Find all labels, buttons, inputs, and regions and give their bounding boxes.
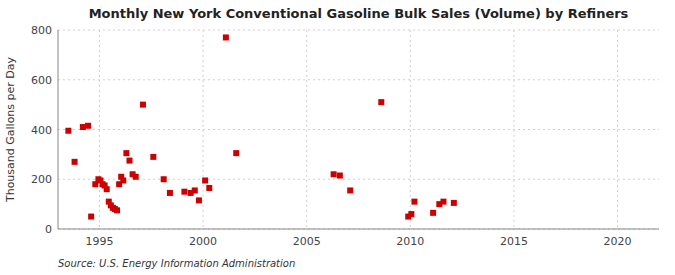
point <box>430 210 436 216</box>
point <box>88 214 94 220</box>
x-tick-label: 2000 <box>189 235 217 248</box>
chart: 0 200 400 600 800 1995 2000 2005 2010 2015 2020 Mon… <box>0 0 675 275</box>
point <box>411 199 417 205</box>
point <box>233 150 239 156</box>
point <box>202 177 208 183</box>
point <box>196 197 202 203</box>
point <box>133 174 139 180</box>
y-grid-line <box>58 129 659 130</box>
point <box>408 211 414 217</box>
point <box>140 102 146 108</box>
point <box>150 154 156 160</box>
y-grid-line <box>58 79 659 80</box>
x-grid-line <box>513 30 514 229</box>
x-axis-line <box>58 229 659 230</box>
point <box>104 186 110 192</box>
point <box>72 159 78 165</box>
title: Monthly New York Conventional Gasoline B… <box>89 6 629 21</box>
point <box>65 128 71 134</box>
point <box>85 123 91 129</box>
point <box>161 176 167 182</box>
x-tick-label: 2010 <box>396 235 424 248</box>
x-grid-line <box>203 30 204 229</box>
point <box>347 187 353 193</box>
point <box>206 185 212 191</box>
source-note: Source: U.S. Energy Information Administ… <box>58 258 295 269</box>
grid <box>58 30 659 229</box>
y-tick-label: 0 <box>45 223 52 236</box>
x-tick-label: 2015 <box>500 235 528 248</box>
point <box>192 187 198 193</box>
y-tick-label: 400 <box>31 124 52 137</box>
y-grid-line <box>58 179 659 180</box>
x-grid-line <box>410 30 411 229</box>
y-grid-line <box>58 229 659 230</box>
point <box>337 173 343 179</box>
x-tick-label: 1995 <box>85 235 113 248</box>
y-tick-label: 600 <box>31 74 52 87</box>
points <box>65 34 456 219</box>
point <box>223 34 229 40</box>
y-tick-label: 800 <box>31 24 52 37</box>
y-axis-line <box>58 30 59 229</box>
y-grid-line <box>58 30 659 31</box>
x-grid-line <box>99 30 100 229</box>
point <box>126 158 132 164</box>
point <box>451 200 457 206</box>
point <box>378 99 384 105</box>
x-tick-label: 2005 <box>293 235 321 248</box>
y-axis-label: Thousand Gallons per Day <box>4 56 17 203</box>
point <box>331 171 337 177</box>
point <box>181 189 187 195</box>
x-tick-label: 2020 <box>604 235 632 248</box>
point <box>167 190 173 196</box>
point <box>114 207 120 213</box>
x-grid-line <box>306 30 307 229</box>
x-grid-line <box>617 30 618 229</box>
point <box>440 199 446 205</box>
point <box>80 124 86 130</box>
y-tick-label: 200 <box>31 173 52 186</box>
point <box>120 177 126 183</box>
point <box>123 150 129 156</box>
